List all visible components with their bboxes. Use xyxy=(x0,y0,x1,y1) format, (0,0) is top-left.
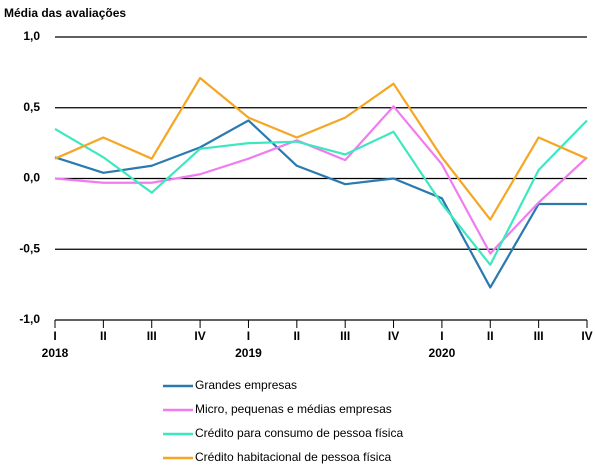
x-tick-label: III xyxy=(534,329,544,343)
series-line xyxy=(54,76,588,221)
x-tick-label: III xyxy=(340,329,350,343)
x-tick-label: I xyxy=(247,329,250,343)
x-tick-label: I xyxy=(440,329,443,343)
x-tick-label: I xyxy=(53,329,56,343)
legend-label: Crédito para consumo de pessoa física xyxy=(195,426,403,440)
x-tick-label: IV xyxy=(581,329,592,343)
series-line xyxy=(54,119,588,266)
y-tick-label: 0,5 xyxy=(23,100,40,114)
y-tick-label: -1,0 xyxy=(19,312,40,326)
legend-label: Grandes empresas xyxy=(195,378,297,392)
x-tick-label: III xyxy=(147,329,157,343)
y-tick-label: 1,0 xyxy=(23,29,40,43)
y-axis-label: Média das avaliações xyxy=(4,6,126,20)
x-tick-label: II xyxy=(293,329,300,343)
legend-label: Crédito habitacional de pessoa física xyxy=(195,450,391,464)
year-label: 2019 xyxy=(235,346,262,360)
x-tick-label: II xyxy=(487,329,494,343)
series-line xyxy=(54,119,587,289)
x-tick-label: II xyxy=(100,329,107,343)
y-tick-label: -0,5 xyxy=(19,241,40,255)
x-tick-label: IV xyxy=(388,329,399,343)
y-tick-label: 0,0 xyxy=(23,171,40,185)
year-label: 2018 xyxy=(42,346,69,360)
series-line xyxy=(54,105,588,255)
x-tick-label: IV xyxy=(194,329,205,343)
legend-label: Micro, pequenas e médias empresas xyxy=(195,402,392,416)
year-label: 2020 xyxy=(429,346,456,360)
